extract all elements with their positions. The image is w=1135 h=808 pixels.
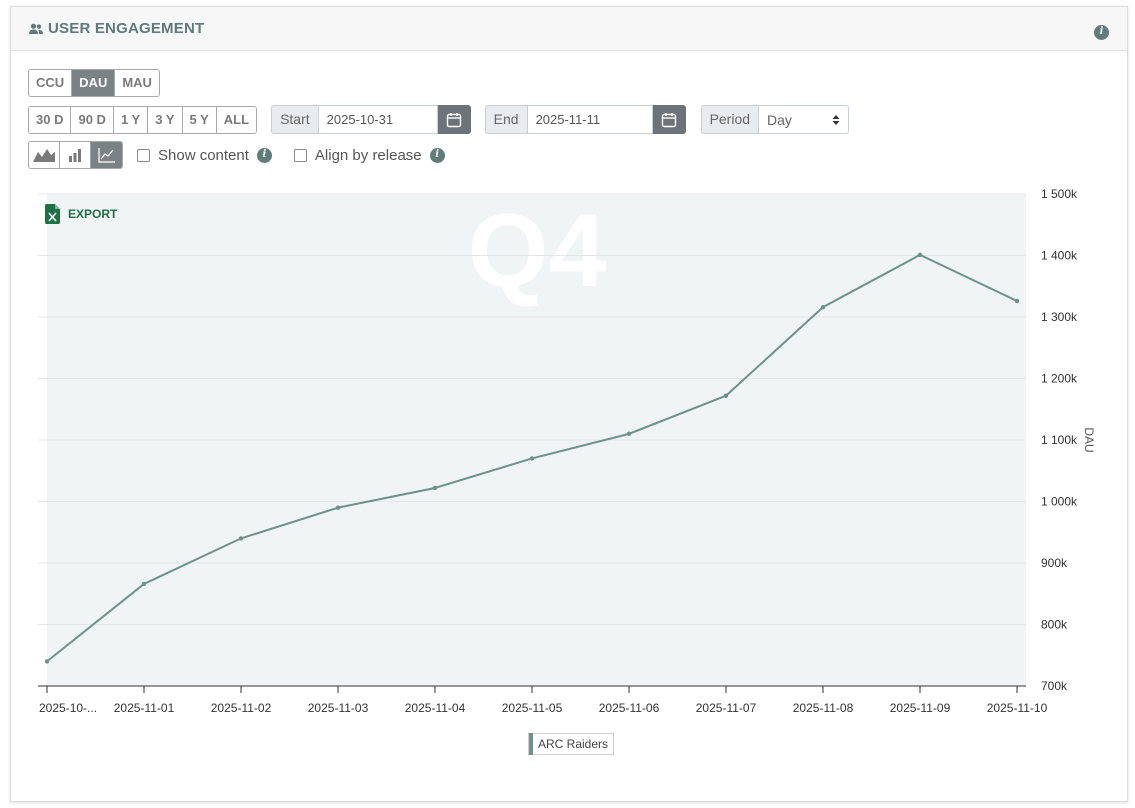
end-date-group: End (484, 105, 686, 134)
x-tick-label: 2025-11-07 (696, 701, 757, 715)
x-tick-label: 2025-11-05 (502, 701, 563, 715)
data-point (1014, 298, 1020, 304)
y-tick-label: 1 400k (1041, 249, 1078, 263)
grid-lines (38, 193, 1026, 625)
show-content-label: Show content (158, 146, 249, 164)
align-release-option[interactable]: Align by release i (293, 146, 445, 164)
y-tick-label: 1 100k (1041, 433, 1078, 447)
show-content-checkbox[interactable] (137, 148, 150, 162)
y-tick-label: 800k (1041, 618, 1068, 632)
legend-label: ARC Raiders (538, 737, 609, 751)
period-label: Period (700, 105, 759, 134)
sort-arrows-icon (832, 114, 840, 125)
start-date-group: Start (271, 105, 471, 134)
x-tick-label: 2025-11-01 (114, 701, 175, 715)
show-content-info-icon[interactable]: i (256, 147, 272, 163)
range-3y[interactable]: 3 Y (148, 106, 183, 133)
x-tick-label: 2025-11-04 (405, 701, 466, 715)
tab-ccu[interactable]: CCU (29, 70, 73, 96)
chart-type-tabs (28, 141, 123, 169)
range-all[interactable]: ALL (216, 106, 257, 133)
line-chart-icon (97, 148, 115, 163)
data-point (44, 659, 50, 664)
data-point (432, 485, 438, 491)
panel-title-text: USER ENGAGEMENT (48, 20, 205, 37)
period-select[interactable]: Day (758, 105, 850, 134)
data-point (917, 252, 923, 258)
x-tick-label: 2025-11-03 (308, 701, 369, 715)
chart-options-row: Show content i Align by release i (28, 141, 445, 169)
export-label: EXPORT (68, 207, 118, 221)
end-calendar-button[interactable] (652, 105, 686, 134)
panel-title: USER ENGAGEMENT (29, 20, 204, 37)
align-release-checkbox[interactable] (293, 148, 307, 162)
start-date-input[interactable] (317, 105, 438, 134)
period-group: Period Day (700, 105, 850, 134)
data-point (238, 536, 244, 541)
data-point (820, 304, 826, 310)
export-button[interactable]: EXPORT (45, 204, 117, 224)
start-calendar-button[interactable] (437, 105, 471, 134)
filters-row: 30 D 90 D 1 Y 3 Y 5 Y ALL Start End (28, 105, 850, 134)
users-icon (29, 23, 43, 34)
legend-item-arc-raiders[interactable]: ARC Raiders (528, 733, 615, 755)
period-value: Day (767, 111, 792, 128)
header-info-icon[interactable]: i (1094, 21, 1109, 40)
range-tabs: 30 D 90 D 1 Y 3 Y 5 Y ALL (28, 105, 258, 134)
y-axis: 700k 800k 900k 1 000k 1 100k 1 200k 1 300k 1 40… (1041, 187, 1078, 693)
metric-tabs-row: CCU DAU MAU (28, 69, 160, 97)
end-date-input[interactable] (526, 105, 653, 134)
legend-swatch (529, 733, 533, 755)
area-chart-button[interactable] (29, 142, 60, 168)
bar-chart-icon (69, 149, 81, 162)
tab-mau[interactable]: MAU (115, 70, 159, 96)
data-point (529, 456, 535, 461)
range-30d[interactable]: 30 D (29, 106, 72, 133)
y-tick-label: 700k (1041, 679, 1068, 693)
x-tick-label: 2025-11-10 (987, 701, 1048, 715)
line-chart-button[interactable] (91, 142, 122, 168)
data-point (723, 393, 729, 398)
x-tick-label: 2025-11-06 (599, 701, 660, 715)
y-tick-label: 1 200k (1041, 372, 1078, 386)
x-axis: 2025-10-... 2025-11-01 2025-11-02 2025-11-0… (38, 685, 1048, 715)
x-tick-label: 2025-11-02 (211, 701, 272, 715)
watermark: Q4 (468, 193, 607, 309)
series-arc-raiders (44, 252, 1020, 664)
tab-dau[interactable]: DAU (72, 70, 116, 96)
y-tick-label: 900k (1041, 556, 1068, 570)
x-tick-label: 2025-11-09 (890, 701, 951, 715)
x-tick-label: 2025-10-... (39, 701, 97, 715)
range-5y[interactable]: 5 Y (182, 106, 217, 133)
x-tick-label: 2025-11-08 (793, 701, 854, 715)
align-release-label: Align by release (314, 146, 422, 164)
panel-header: USER ENGAGEMENT i (11, 7, 1127, 51)
y-tick-label: 1 500k (1041, 187, 1078, 201)
y-tick-label: 1 300k (1041, 310, 1078, 324)
calendar-icon (446, 112, 462, 127)
data-point (626, 431, 632, 437)
excel-file-icon (45, 204, 60, 224)
data-point (141, 581, 147, 587)
align-release-info-icon[interactable]: i (429, 147, 445, 163)
y-axis-label: DAU (1082, 427, 1096, 452)
show-content-option[interactable]: Show content i (137, 147, 272, 164)
calendar-icon (661, 112, 677, 127)
y-tick-label: 1 000k (1041, 495, 1078, 509)
data-point (335, 505, 341, 510)
range-90d[interactable]: 90 D (71, 106, 114, 133)
bar-chart-button[interactable] (60, 142, 91, 168)
range-1y[interactable]: 1 Y (113, 106, 149, 133)
end-label: End (484, 105, 527, 134)
metric-tabs: CCU DAU MAU (28, 69, 160, 97)
area-chart-icon (33, 149, 55, 162)
start-label: Start (271, 105, 318, 134)
